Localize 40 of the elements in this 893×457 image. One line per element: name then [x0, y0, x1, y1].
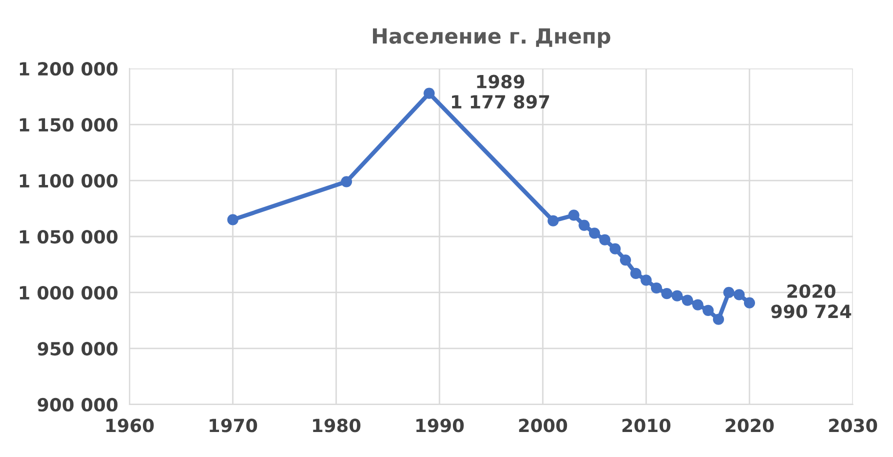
x-tick-label: 2000: [519, 418, 568, 432]
point: [548, 215, 559, 226]
y-tick-label: 950 000: [38, 342, 118, 356]
x-tick-label: 1960: [106, 418, 154, 432]
point: [620, 254, 632, 266]
point: [650, 282, 662, 294]
y-tick-label: 1 200 000: [20, 62, 118, 76]
x-tick-label: 1980: [313, 418, 360, 432]
point: [734, 289, 745, 300]
point: [424, 88, 435, 99]
x-tick-label: 2020: [726, 418, 774, 432]
point: [630, 268, 642, 279]
point: [692, 299, 704, 310]
point: [578, 220, 590, 231]
x-tick-label: 1970: [210, 418, 258, 432]
y-tick-label: 1 050 000: [20, 230, 118, 244]
point: [702, 304, 714, 316]
x-tick-label: 2010: [622, 418, 670, 432]
point: [340, 176, 352, 188]
point: [723, 286, 734, 298]
y-tick-label: 1 000 000: [20, 286, 118, 300]
chart-title: Население г. Днепр: [372, 28, 610, 48]
point: [661, 288, 672, 300]
point: [640, 274, 652, 286]
point: [672, 290, 683, 302]
point: [610, 243, 621, 254]
point: [588, 228, 600, 239]
y-tick-label: 900 000: [38, 398, 118, 412]
point: [682, 294, 694, 306]
point: [568, 210, 580, 221]
annotation: 2020 990 724: [771, 284, 852, 318]
x-tick-label: 2030: [829, 418, 878, 432]
y-tick-label: 1 150 000: [20, 118, 118, 132]
point: [227, 214, 238, 226]
point: [744, 297, 756, 308]
point: [712, 314, 724, 325]
y-tick-label: 1 100 000: [20, 174, 118, 188]
annotation: 1989 1 177 897: [452, 74, 550, 109]
point: [599, 234, 610, 246]
x-tick-label: 1990: [416, 418, 464, 432]
